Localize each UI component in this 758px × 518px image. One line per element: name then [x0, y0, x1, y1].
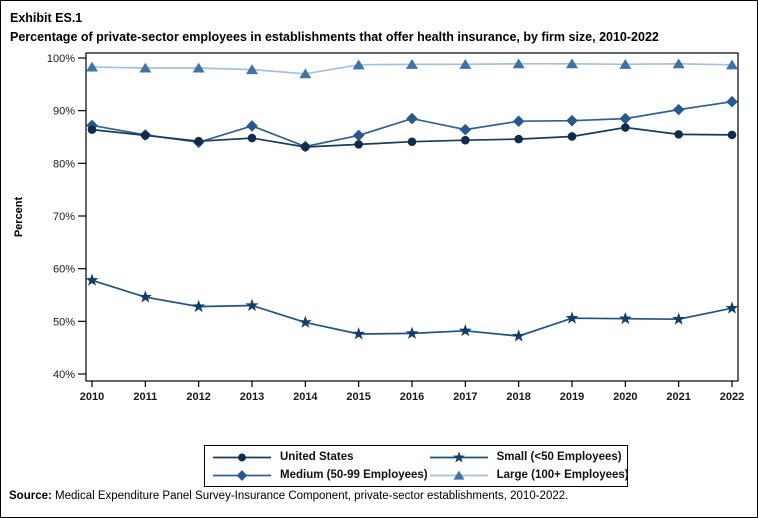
data-point	[406, 59, 418, 69]
data-point	[514, 134, 523, 144]
data-point	[87, 125, 97, 134]
data-point	[407, 137, 417, 147]
x-tick-label: 2020	[613, 391, 637, 403]
data-point	[192, 299, 206, 313]
data-point	[452, 451, 465, 463]
x-tick-label: 2013	[240, 391, 264, 403]
data-point	[299, 68, 312, 79]
data-point	[672, 312, 686, 325]
data-point	[405, 326, 419, 339]
data-point	[621, 123, 630, 132]
series-markers-small-50-employees	[85, 273, 739, 342]
y-tick-label: 90%	[53, 106, 75, 118]
x-tick-label: 2019	[560, 391, 584, 403]
data-point	[236, 470, 248, 481]
y-tick-label: 60%	[53, 264, 75, 276]
x-tick-label: 2012	[186, 391, 210, 403]
data-point	[141, 131, 150, 140]
x-tick-label: 2015	[346, 391, 370, 403]
legend-item-small: Small (<50 Employees)	[428, 448, 629, 466]
data-point	[566, 58, 578, 69]
data-point	[567, 132, 577, 141]
data-point	[512, 115, 525, 127]
legend-item-large: Large (100+ Employees)	[428, 466, 629, 484]
data-point	[458, 324, 472, 337]
x-tick-label: 2016	[400, 391, 424, 403]
x-tick-label: 2010	[80, 391, 104, 403]
data-point	[138, 290, 152, 303]
series-markers-united-states	[87, 123, 737, 152]
legend-item-medium: Medium (50-99 Employees)	[211, 466, 428, 484]
data-point	[139, 62, 152, 73]
legend-label: Small (<50 Employees)	[496, 451, 622, 463]
data-point	[352, 129, 365, 142]
x-axis: 2010 2011 2012 2013 2014 2015 2016 2017 2018 2019…	[80, 381, 744, 403]
data-point	[86, 61, 98, 72]
large-firm-marker-icon	[429, 470, 488, 480]
data-point	[238, 453, 246, 462]
y-tick-label: 80%	[53, 158, 75, 170]
y-tick-label: 40%	[53, 369, 75, 381]
data-point	[246, 120, 258, 132]
data-point	[245, 298, 259, 312]
data-point	[619, 59, 632, 69]
data-point	[726, 95, 738, 108]
united-states-marker-icon	[213, 453, 271, 462]
data-point	[406, 112, 418, 125]
data-point	[298, 315, 312, 328]
legend: United States Small (<50 Employees) Medi…	[204, 445, 629, 487]
x-tick-label: 2011	[133, 391, 157, 403]
legend-label: United States	[280, 451, 354, 463]
data-point	[461, 135, 470, 145]
source-text: Medical Expenditure Panel Survey-Insuran…	[51, 490, 569, 502]
data-point	[459, 123, 472, 136]
legend-label: Medium (50-99 Employees)	[280, 469, 428, 481]
y-tick-label: 100%	[47, 53, 75, 65]
small-firm-marker-icon	[429, 451, 488, 463]
x-tick-label: 2017	[453, 391, 477, 403]
data-point	[459, 59, 472, 69]
data-point	[247, 133, 257, 143]
data-point	[674, 130, 683, 139]
data-point	[301, 142, 310, 152]
data-point	[619, 112, 632, 125]
data-point	[726, 59, 738, 70]
y-tick-label: 70%	[53, 211, 75, 223]
medium-firm-marker-icon	[213, 470, 271, 481]
data-point	[512, 58, 525, 69]
x-tick-label: 2018	[506, 391, 530, 403]
legend-item-united-states: United States	[211, 448, 428, 466]
x-tick-label: 2022	[720, 391, 744, 403]
source-label: Source:	[9, 490, 52, 502]
exhibit-label: Exhibit ES.1	[10, 11, 83, 25]
data-point	[618, 311, 632, 325]
series-markers-large-100-employees	[86, 58, 738, 79]
source-note: Source: Medical Expenditure Panel Survey…	[9, 490, 568, 502]
data-point	[85, 273, 99, 286]
title-block: Exhibit ES.1 Percentage of private-secto…	[10, 9, 659, 47]
data-point	[565, 311, 579, 324]
data-point	[453, 470, 465, 480]
legend-label: Large (100+ Employees)	[496, 469, 629, 481]
data-point	[194, 136, 203, 146]
data-point	[512, 329, 526, 342]
y-axis: 40% 50% 60% 70% 80% 90% 100%	[47, 53, 86, 381]
data-point	[672, 58, 685, 69]
data-point	[725, 301, 739, 314]
data-point	[352, 327, 366, 340]
data-point	[352, 59, 365, 70]
data-point	[192, 62, 205, 73]
x-tick-label: 2021	[666, 391, 690, 403]
y-tick-label: 50%	[53, 316, 75, 328]
data-point	[246, 64, 258, 75]
y-axis-title: Percent	[13, 196, 25, 237]
data-point	[354, 140, 363, 149]
page-title: Percentage of private-sector employees i…	[10, 29, 659, 44]
data-point	[566, 114, 578, 127]
data-point	[672, 103, 685, 116]
x-tick-label: 2014	[293, 391, 318, 403]
data-point	[727, 130, 737, 140]
